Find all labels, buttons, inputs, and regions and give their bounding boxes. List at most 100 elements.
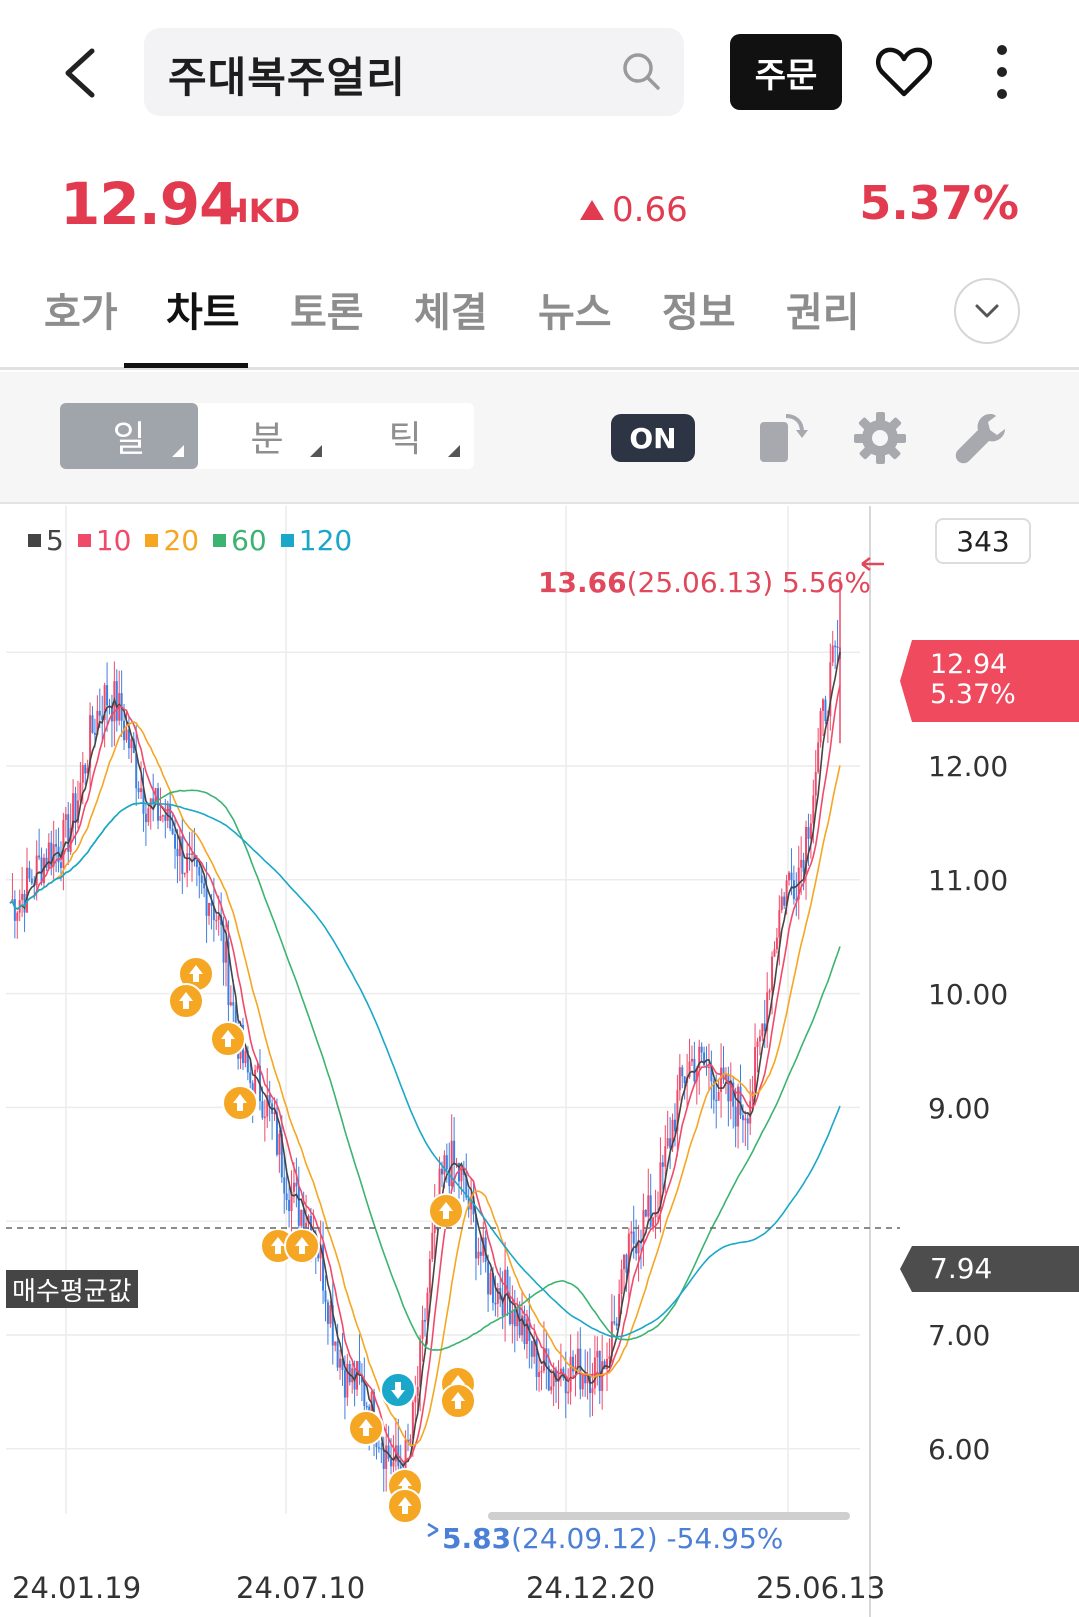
rotate-screen-icon[interactable] bbox=[752, 408, 812, 468]
y-axis-label: 12.00 bbox=[928, 750, 1009, 783]
candle-body bbox=[542, 1348, 545, 1371]
heart-icon[interactable] bbox=[874, 42, 934, 102]
legend-ma20: 20 bbox=[145, 524, 199, 557]
candle-body bbox=[693, 1058, 696, 1082]
legend-swatch bbox=[28, 534, 41, 547]
tab-chart[interactable]: 차트 bbox=[166, 290, 240, 336]
order-button[interactable]: 주문 bbox=[730, 34, 842, 110]
candle-body bbox=[193, 853, 196, 861]
chart-canvas[interactable] bbox=[0, 506, 1079, 1617]
period-tick[interactable]: 틱 bbox=[336, 403, 474, 469]
legend-swatch bbox=[145, 534, 159, 547]
candle-body bbox=[89, 715, 92, 768]
candle-body bbox=[292, 1182, 295, 1192]
high-date: (25.06.13) bbox=[626, 566, 774, 599]
candle-body bbox=[564, 1377, 567, 1394]
search-query: 주대복주얼리 bbox=[168, 53, 406, 102]
candle-body bbox=[785, 880, 788, 906]
candle-body bbox=[763, 1023, 766, 1032]
legend-label: 10 bbox=[95, 524, 132, 557]
tab-info[interactable]: 정보 bbox=[662, 290, 736, 336]
candle-body bbox=[302, 1209, 305, 1233]
corner-triangle-icon bbox=[310, 445, 322, 457]
candle-body bbox=[67, 814, 70, 852]
indicator-toggle[interactable]: ON bbox=[611, 414, 695, 462]
wrench-icon[interactable] bbox=[950, 408, 1010, 468]
low-date: (24.09.12) bbox=[511, 1522, 658, 1555]
candle-body bbox=[690, 1058, 693, 1062]
current-price-tag-value: 12.94 bbox=[930, 649, 1008, 680]
candle-body bbox=[477, 1251, 480, 1259]
candle-body bbox=[620, 1269, 623, 1295]
candle-body bbox=[737, 1086, 740, 1127]
candle-body bbox=[761, 1023, 764, 1037]
low-pct: -54.95% bbox=[666, 1522, 784, 1555]
legend-ma5: 5 bbox=[28, 524, 64, 557]
candle-body bbox=[610, 1321, 613, 1357]
candle-body bbox=[678, 1067, 681, 1091]
tab-news[interactable]: 뉴스 bbox=[538, 290, 612, 336]
candle-body bbox=[416, 1386, 419, 1396]
buy-marker bbox=[210, 1021, 246, 1057]
tab-discussion[interactable]: 토론 bbox=[290, 290, 364, 336]
gear-icon[interactable] bbox=[850, 408, 910, 468]
candle-body bbox=[579, 1348, 582, 1390]
candle-body bbox=[414, 1395, 417, 1403]
candle-body bbox=[501, 1299, 504, 1316]
candle-body bbox=[285, 1193, 288, 1200]
tab-trades[interactable]: 체결 bbox=[414, 290, 488, 336]
tab-rights[interactable]: 권리 bbox=[786, 290, 860, 336]
candle-body bbox=[572, 1356, 575, 1372]
period-selector: 일 분 틱 bbox=[60, 403, 474, 469]
candle-body bbox=[627, 1233, 630, 1273]
candle-body bbox=[341, 1358, 344, 1371]
period-day[interactable]: 일 bbox=[60, 403, 198, 469]
candle-body bbox=[523, 1315, 526, 1345]
chevron-down-icon bbox=[975, 304, 999, 318]
candle-body bbox=[540, 1370, 543, 1373]
more-options-icon[interactable] bbox=[985, 38, 1019, 106]
candle-body bbox=[734, 1106, 737, 1127]
price-chart[interactable]: 5 10 20 60 120 343 13.66(25.06.13) 5.56%… bbox=[0, 506, 1079, 1617]
candle-body bbox=[86, 767, 89, 774]
candle-body bbox=[773, 949, 776, 957]
low-annotation: 5.83(24.09.12) -54.95% bbox=[442, 1522, 783, 1555]
ma-line-5 bbox=[9, 652, 841, 1468]
candle-body bbox=[596, 1350, 599, 1358]
candle-body bbox=[576, 1348, 579, 1367]
period-minute[interactable]: 분 bbox=[198, 403, 336, 469]
candle-body bbox=[23, 893, 26, 913]
candle-body bbox=[487, 1261, 490, 1295]
search-bar[interactable]: 주대복주얼리 bbox=[144, 28, 684, 116]
period-day-label: 일 bbox=[112, 419, 146, 460]
candle-body bbox=[448, 1169, 451, 1187]
sell-marker bbox=[380, 1372, 416, 1408]
x-axis-label: 24.07.10 bbox=[236, 1571, 366, 1605]
tabs-expand-button[interactable] bbox=[954, 278, 1020, 344]
candle-body bbox=[370, 1392, 373, 1427]
candle-body bbox=[525, 1319, 528, 1345]
search-icon[interactable] bbox=[618, 48, 666, 96]
candle-body bbox=[618, 1294, 621, 1326]
tab-hoga[interactable]: 호가 bbox=[44, 290, 118, 336]
candle-body bbox=[81, 764, 84, 783]
candle-body bbox=[47, 842, 50, 868]
candle-body bbox=[457, 1162, 460, 1182]
candle-body bbox=[283, 1177, 286, 1194]
candle-count-box[interactable]: 343 bbox=[935, 518, 1031, 564]
back-button[interactable] bbox=[50, 38, 110, 108]
candle-body bbox=[470, 1196, 473, 1210]
candle-body bbox=[666, 1138, 669, 1147]
candle-body bbox=[343, 1370, 346, 1398]
candle-body bbox=[30, 878, 33, 884]
legend-ma10: 10 bbox=[77, 524, 132, 557]
arrow-down-icon bbox=[391, 1382, 405, 1399]
candle-body bbox=[336, 1341, 339, 1368]
candle-body bbox=[147, 808, 150, 823]
candle-body bbox=[440, 1168, 443, 1175]
avg-buy-price-tag: 7.94 bbox=[900, 1246, 1079, 1292]
arrow-up-icon bbox=[451, 1392, 465, 1409]
candle-body bbox=[380, 1448, 383, 1450]
candle-body bbox=[715, 1099, 718, 1102]
